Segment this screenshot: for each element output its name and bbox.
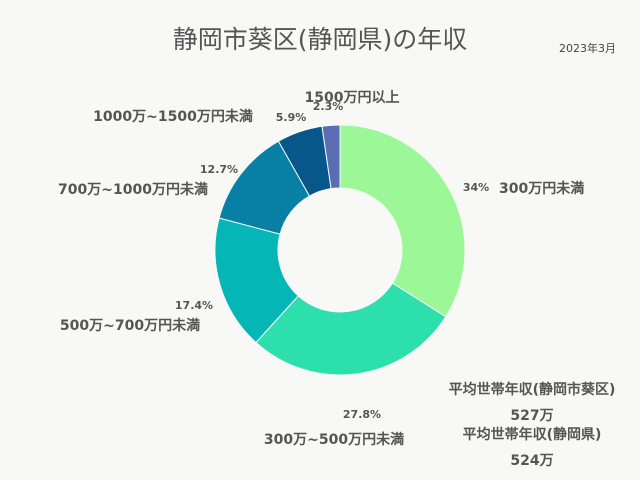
slice-3-value-label: 17.4% (175, 299, 213, 312)
slice-4-category-label: 700万~1000万円未満 (58, 181, 208, 198)
average-income-ward-value: 527万 (510, 408, 554, 424)
slice-6-value-label: 2.3% (313, 100, 344, 113)
slice-2-value-label: 27.8% (343, 408, 381, 421)
slice-1-value-label: 34% (463, 181, 489, 194)
average-income-ward-label: 平均世帯年収(静岡市葵区) (448, 382, 616, 398)
slice-2-category-label: 300万~500万円未満 (264, 431, 404, 448)
average-income-prefecture-value: 524万 (510, 453, 554, 469)
average-income-prefecture-label: 平均世帯年収(静岡県) (462, 427, 602, 443)
chart-title: 静岡市葵区(静岡県)の年収 (172, 25, 468, 54)
average-income-prefecture: 平均世帯年収(静岡県) 524万 (432, 424, 632, 470)
slice-5-category-label: 1000万~1500万円未満 (93, 108, 253, 125)
slice-1-category-label: 300万円未満 (499, 180, 584, 197)
donut-hole (278, 188, 402, 312)
average-income-ward: 平均世帯年収(静岡市葵区) 527万 (432, 379, 632, 425)
chart-date: 2023年3月 (559, 42, 616, 55)
slice-4-value-label: 12.7% (200, 163, 238, 176)
slice-5-value-label: 5.9% (276, 111, 307, 124)
slice-6-category-label: 1500万円以上 (305, 90, 400, 106)
slice-3-category-label: 500万~700万円未満 (60, 317, 200, 334)
